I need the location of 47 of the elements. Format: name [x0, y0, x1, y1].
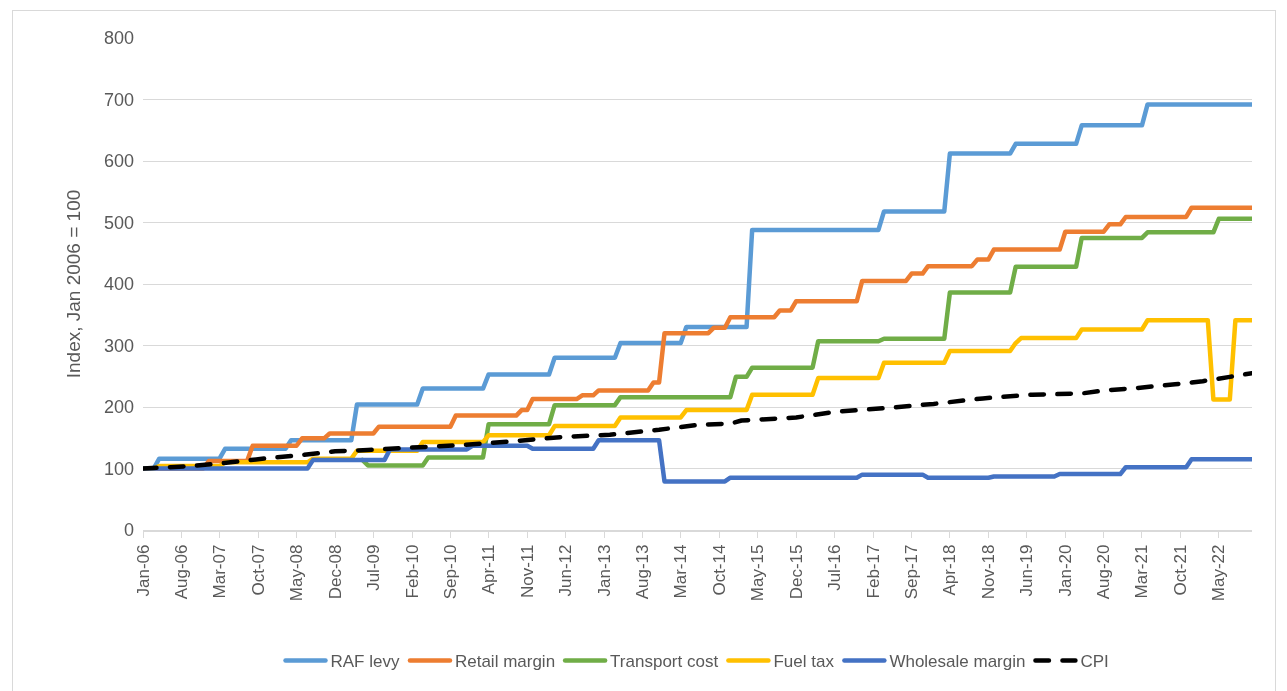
x-tick-label: Oct-14	[709, 544, 729, 596]
y-tick-label: 500	[103, 212, 134, 233]
legend-label: CPI	[1080, 652, 1109, 672]
x-tick-label: Nov-11	[517, 544, 537, 599]
y-tick-label: 300	[103, 335, 134, 356]
line-series	[360, 216, 1252, 468]
y-tick-label: 100	[103, 458, 134, 479]
x-tick-label: Jul-09	[363, 544, 383, 591]
x-tick-label: Sep-10	[440, 544, 460, 600]
x-tick-label: May-15	[748, 544, 768, 602]
y-axis-title: Index, Jan 2006 = 100	[62, 189, 84, 379]
y-tick-label: 400	[103, 274, 134, 295]
y-tick-label: 200	[103, 397, 134, 418]
legend-label: Transport cost	[610, 652, 719, 672]
x-tick-label: Mar-14	[671, 544, 691, 599]
x-tick-label: Aug-20	[1094, 544, 1114, 600]
x-tick-label: May-08	[287, 544, 307, 602]
x-tick-label: Apr-18	[940, 544, 960, 596]
x-tick-label: Jun-19	[1017, 544, 1037, 597]
line-series	[143, 370, 1252, 471]
x-tick-label: Mar-07	[210, 544, 229, 599]
x-tick-label: Sep-17	[902, 544, 922, 600]
legend-label: Fuel tax	[773, 652, 835, 672]
x-tick-label: Feb-17	[863, 544, 883, 599]
legend-label: Retail margin	[454, 652, 556, 672]
x-tick-label: Apr-11	[479, 544, 499, 595]
x-tick-label: Feb-10	[402, 544, 422, 599]
y-tick-label: 700	[103, 89, 134, 110]
x-tick-label: Jan-06	[133, 544, 153, 597]
x-tick-label: Oct-07	[248, 544, 268, 596]
x-tick-label: Aug-13	[633, 544, 653, 600]
x-tick-label: Oct-21	[1171, 544, 1191, 596]
x-tick-label: Mar-21	[1132, 544, 1152, 599]
x-tick-label: Dec-15	[786, 544, 806, 600]
y-tick-label: 600	[103, 151, 134, 172]
x-tick-label: Jan-20	[1055, 544, 1075, 597]
x-tick-label: Jan-13	[594, 544, 614, 597]
legend-label: Wholesale margin	[889, 652, 1026, 672]
legend-label: RAF levy	[330, 652, 400, 672]
x-tick-label: Dec-08	[325, 544, 345, 600]
x-tick-label: Jul-16	[825, 544, 845, 591]
y-tick-label: 800	[103, 28, 134, 49]
x-tick-label: May-22	[1209, 544, 1229, 602]
y-tick-label: 0	[123, 520, 134, 541]
x-tick-label: Aug-06	[171, 544, 191, 600]
x-tick-label: Nov-18	[978, 544, 998, 600]
x-tick-label: Jun-12	[556, 544, 576, 597]
